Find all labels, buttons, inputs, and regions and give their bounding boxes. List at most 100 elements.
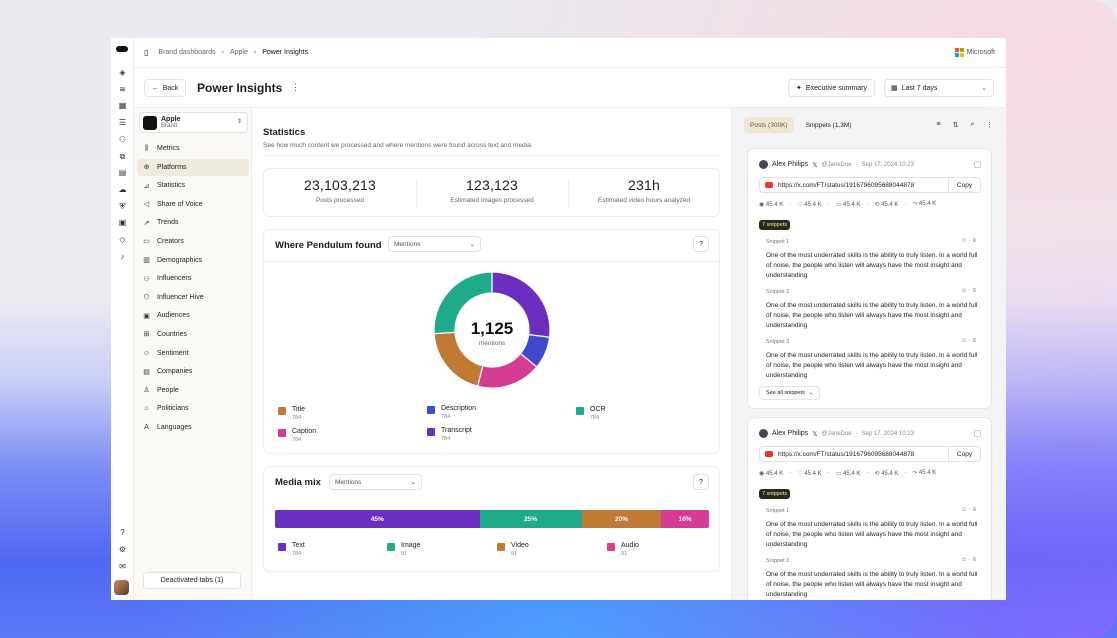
legend-value: 91 — [621, 551, 628, 557]
metric-select-value: Mentions — [394, 240, 421, 248]
see-all-snippets-button[interactable]: See all snippets ⌄ — [759, 386, 821, 400]
partner-logo: Microsoft — [954, 48, 995, 57]
menu-lines-icon[interactable]: ≡ — [972, 338, 976, 344]
sidebar-item-demographics[interactable]: ▥ Demographics — [137, 252, 249, 269]
sidebar-item-people[interactable]: ♙ People — [137, 382, 249, 399]
author-avatar[interactable] — [759, 429, 768, 438]
sidebar-item-statistics[interactable]: ⊿ Statistics — [137, 177, 249, 194]
help-button[interactable]: ? — [693, 236, 709, 252]
post-checkbox[interactable] — [974, 161, 981, 168]
media-mix-bar: 45% 25% 20% 10% — [275, 510, 709, 528]
legend-swatch — [427, 406, 435, 414]
smiley-icon[interactable]: ☺ — [961, 238, 968, 244]
grid-icon[interactable]: ▦ — [118, 101, 127, 110]
media-mix-segment-audio[interactable]: 10% — [661, 510, 709, 528]
executive-summary-label: Executive summary — [805, 84, 867, 92]
deactivated-tabs-button[interactable]: Deactivated tabs (1) — [143, 572, 241, 589]
bell-icon[interactable]: ♪ — [120, 252, 125, 261]
users-icon[interactable]: ⚇ — [118, 135, 127, 144]
donut-slice-title[interactable] — [433, 331, 484, 387]
smiley-icon[interactable]: ☺ — [961, 557, 968, 563]
sidebar-item-share-of-voice[interactable]: ◁ Share of Voice — [137, 196, 249, 213]
sidebar-item-influencer-hive[interactable]: ⬡ Influencer Hive — [137, 289, 249, 306]
sidebar-item-creators[interactable]: ▭ Creators — [137, 233, 249, 250]
settings-icon[interactable]: ⚙ — [118, 545, 127, 554]
tab-posts[interactable]: Posts (300K) — [744, 117, 794, 133]
sidebar-item-trends[interactable]: ↗ Trends — [137, 214, 249, 231]
post-card: Alex Philips 𝕏 @JaneDoe · Sep 17, 2024 10:23… — [747, 148, 992, 409]
post-url-field[interactable]: https://x.com/FT/status/1916796095688044… — [759, 446, 981, 462]
date-range-select[interactable]: ▦ Last 7 days ⌄ — [884, 79, 994, 97]
user-avatar[interactable] — [114, 580, 129, 595]
chat-icon[interactable]: ✉ — [119, 562, 126, 571]
stat-label: Estimated images processed — [450, 197, 534, 204]
calendar-icon[interactable]: ▣ — [118, 218, 127, 227]
sort-icon[interactable]: ⇅ — [952, 121, 959, 129]
tag-icon[interactable]: ◇ — [119, 235, 126, 244]
legend-text: Caption 784 — [292, 428, 316, 443]
breadcrumb-item[interactable]: Brand dashboards — [158, 49, 216, 56]
x-logo-icon: 𝕏 — [812, 161, 818, 169]
brand-selector[interactable]: Apple Brand ⇕ — [139, 112, 248, 133]
sidebar-item-platforms[interactable]: ⊕ Platforms — [137, 158, 249, 176]
menu-lines-icon[interactable]: ≡ — [972, 288, 976, 294]
sidebar-item-languages[interactable]: A Languages — [137, 419, 249, 436]
media-mix-segment-image[interactable]: 25% — [479, 510, 582, 528]
tab-snippets[interactable]: Snippets (1.3M) — [805, 121, 852, 129]
sidebar-item-sentiment[interactable]: ☺ Sentiment — [137, 345, 249, 362]
cloud-icon[interactable]: ☁ — [118, 185, 127, 194]
list-icon[interactable]: ☰ — [118, 118, 127, 127]
divider — [263, 155, 720, 156]
more-options-icon[interactable]: ⋮ — [986, 121, 993, 129]
help-button[interactable]: ? — [693, 474, 709, 490]
metric-select[interactable]: Mentions ⌄ — [388, 236, 481, 252]
smiley-icon[interactable]: ☺ — [961, 288, 968, 294]
search-icon[interactable]: ⌕ — [970, 120, 975, 128]
copy-button[interactable]: Copy — [948, 178, 980, 192]
shield-icon[interactable]: ⛨ — [119, 201, 126, 211]
snippet-label: Snippet 2 — [766, 558, 790, 564]
back-button[interactable]: ← Back — [144, 79, 186, 97]
x-logo-icon: 𝕏 — [812, 430, 818, 438]
copy-button[interactable]: Copy — [948, 447, 980, 461]
book-icon[interactable]: ▤ — [118, 168, 127, 177]
author-name[interactable]: Alex Philips — [772, 430, 809, 437]
metric-value: 45.4 K — [881, 471, 899, 477]
eye-icon: ◉ — [759, 202, 766, 208]
donut-slice-ocr[interactable] — [433, 271, 493, 335]
more-options-icon[interactable]: ⋮ — [291, 82, 300, 92]
author-handle: @JaneDoe — [821, 161, 852, 168]
sidebar-toggle-icon[interactable]: ▯ — [144, 48, 149, 57]
media-mix-segment-video[interactable]: 20% — [581, 510, 662, 528]
menu-lines-icon[interactable]: ≡ — [972, 238, 976, 244]
snippet-label: Snippet 3 — [766, 339, 790, 345]
executive-summary-button[interactable]: ✦ Executive summary — [788, 79, 875, 97]
author-avatar[interactable] — [759, 160, 768, 169]
sidebar-item-countries[interactable]: ⊞ Countries — [137, 326, 249, 343]
legend-item-audio: Audio 91 — [607, 542, 639, 557]
sidebar-item-label: Creators — [157, 237, 184, 245]
sidebar-item-companies[interactable]: ▤ Companies — [137, 363, 249, 380]
layers-icon[interactable]: ≋ — [119, 85, 126, 94]
menu-lines-icon[interactable]: ≡ — [972, 557, 976, 563]
smiley-icon[interactable]: ☺ — [961, 338, 968, 344]
legend-name: Caption — [292, 428, 317, 435]
smiley-icon[interactable]: ☺ — [961, 507, 968, 513]
sidebar-item-audiences[interactable]: ▣ Audiences — [137, 307, 249, 324]
menu-lines-icon[interactable]: ≡ — [972, 507, 976, 513]
media-mix-select[interactable]: Mentions ⌄ — [329, 474, 422, 490]
media-mix-segment-text[interactable]: 45% — [275, 510, 480, 528]
layers-alt-icon[interactable]: ⧉ — [119, 151, 126, 161]
sidebar-item-influencers[interactable]: ⚇ Influencers — [137, 270, 249, 287]
post-checkbox[interactable] — [974, 430, 981, 437]
post-url-field[interactable]: https://x.com/FT/status/1916796095688044… — [759, 177, 981, 193]
share-icon: ⤳ — [912, 201, 919, 207]
help-icon[interactable]: ? — [120, 528, 125, 537]
filter-icon[interactable]: ≡ — [936, 121, 941, 128]
sidebar-item-metrics[interactable]: ⫼ Metrics — [137, 140, 249, 157]
breadcrumb-item[interactable]: Apple — [229, 49, 248, 56]
cube-icon[interactable]: ◈ — [119, 68, 126, 77]
sidebar-item-politicians[interactable]: ⌂ Politicians — [137, 400, 249, 417]
legend-item-description: Description 784 — [427, 405, 476, 420]
author-name[interactable]: Alex Philips — [772, 161, 809, 168]
